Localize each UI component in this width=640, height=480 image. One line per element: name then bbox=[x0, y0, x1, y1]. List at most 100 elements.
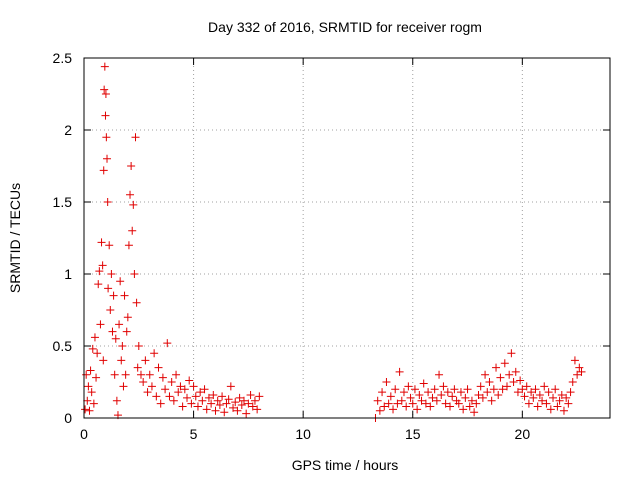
data-point-marker bbox=[248, 402, 257, 411]
data-point-marker bbox=[476, 382, 485, 391]
data-point-marker bbox=[535, 390, 544, 399]
y-tick-label: 1.5 bbox=[53, 194, 73, 210]
data-point-marker bbox=[389, 405, 398, 414]
data-point-marker bbox=[89, 399, 98, 408]
data-point-marker bbox=[373, 396, 382, 405]
data-point-marker bbox=[123, 313, 132, 322]
x-tick-label: 0 bbox=[80, 426, 88, 442]
data-point-marker bbox=[237, 401, 246, 410]
data-point-marker bbox=[483, 388, 492, 397]
data-point-marker bbox=[220, 408, 229, 417]
data-point-marker bbox=[375, 406, 384, 415]
data-point-marker bbox=[562, 393, 571, 402]
data-point-marker bbox=[450, 385, 459, 394]
data-point-marker bbox=[384, 399, 393, 408]
data-point-marker bbox=[196, 388, 205, 397]
data-point-marker bbox=[446, 402, 455, 411]
data-point-marker bbox=[239, 396, 248, 405]
data-point-marker bbox=[419, 379, 428, 388]
chart-title: Day 332 of 2016, SRMTID for receiver rog… bbox=[208, 19, 482, 35]
data-point-marker bbox=[94, 280, 103, 289]
data-point-marker bbox=[509, 378, 518, 386]
data-point-marker bbox=[209, 390, 218, 399]
data-point-marker bbox=[393, 399, 402, 408]
data-point-marker bbox=[109, 291, 118, 300]
data-point-marker bbox=[105, 241, 114, 250]
data-point-marker bbox=[103, 198, 112, 206]
data-point-marker bbox=[382, 378, 391, 386]
data-point-marker bbox=[187, 399, 196, 408]
x-tick-label: 20 bbox=[515, 426, 531, 442]
data-point-marker bbox=[492, 363, 501, 372]
data-point-marker bbox=[167, 378, 176, 386]
data-point-marker bbox=[88, 344, 97, 353]
data-point-marker bbox=[102, 133, 111, 142]
data-point-marker bbox=[529, 393, 538, 402]
data-point-marker bbox=[96, 320, 105, 329]
data-point-marker bbox=[255, 392, 264, 401]
data-point-marker bbox=[101, 111, 110, 120]
data-point-marker bbox=[500, 359, 509, 368]
data-point-marker bbox=[226, 382, 235, 391]
data-point-marker bbox=[85, 406, 94, 415]
data-point-marker bbox=[97, 238, 106, 247]
data-point-marker bbox=[489, 385, 498, 394]
data-point-marker bbox=[470, 408, 479, 417]
data-point-marker bbox=[120, 291, 129, 300]
data-point-marker bbox=[568, 378, 577, 386]
data-point-marker bbox=[441, 399, 450, 408]
y-tick-label: 2.5 bbox=[53, 50, 73, 66]
data-point-marker bbox=[132, 298, 141, 307]
data-point-marker bbox=[218, 392, 227, 401]
x-tick-label: 5 bbox=[190, 426, 198, 442]
data-point-marker bbox=[193, 402, 202, 411]
chart-grid bbox=[84, 58, 610, 418]
data-point-marker bbox=[478, 393, 487, 402]
data-point-marker bbox=[544, 388, 553, 397]
data-point-marker bbox=[103, 154, 112, 163]
data-point-marker bbox=[189, 382, 198, 391]
data-point-marker bbox=[443, 388, 452, 397]
data-point-marker bbox=[417, 396, 426, 405]
data-point-marker bbox=[202, 405, 211, 414]
data-point-marker bbox=[481, 370, 490, 379]
data-point-marker bbox=[244, 399, 253, 408]
data-point-marker bbox=[152, 392, 161, 401]
x-axis-label: GPS time / hours bbox=[292, 457, 399, 473]
data-point-marker bbox=[95, 267, 104, 276]
data-point-marker bbox=[496, 373, 505, 382]
data-point-marker bbox=[406, 393, 415, 402]
y-tick-label: 0 bbox=[64, 410, 72, 426]
y-axis-label: SRMTID / TECUs bbox=[7, 183, 23, 293]
data-point-marker bbox=[524, 399, 533, 408]
data-point-marker bbox=[395, 367, 404, 376]
data-point-marker bbox=[570, 356, 579, 365]
data-point-marker bbox=[131, 133, 140, 142]
data-point-marker bbox=[511, 367, 520, 376]
data-point-marker bbox=[402, 402, 411, 411]
data-point-marker bbox=[474, 390, 483, 399]
data-point-marker bbox=[233, 406, 242, 415]
data-point-marker bbox=[213, 396, 222, 405]
data-point-marker bbox=[531, 385, 540, 394]
data-point-marker bbox=[399, 388, 408, 397]
data-point-marker bbox=[224, 395, 233, 404]
data-point-marker bbox=[231, 398, 240, 407]
data-point-marker bbox=[516, 376, 525, 385]
data-point-marker bbox=[156, 399, 165, 408]
data-point-marker bbox=[502, 382, 511, 391]
data-point-marker bbox=[410, 385, 419, 394]
data-point-marker bbox=[242, 409, 251, 418]
data-point-marker bbox=[413, 405, 422, 414]
data-point-marker bbox=[169, 396, 178, 405]
data-point-marker bbox=[178, 402, 187, 411]
data-point-marker bbox=[540, 382, 549, 391]
data-point-marker bbox=[204, 393, 213, 402]
data-point-marker bbox=[454, 399, 463, 408]
data-point-marker bbox=[118, 342, 127, 350]
data-point-marker bbox=[147, 382, 156, 391]
data-point-marker bbox=[408, 399, 417, 408]
data-point-marker bbox=[542, 399, 551, 408]
x-tick-label: 10 bbox=[295, 426, 311, 442]
